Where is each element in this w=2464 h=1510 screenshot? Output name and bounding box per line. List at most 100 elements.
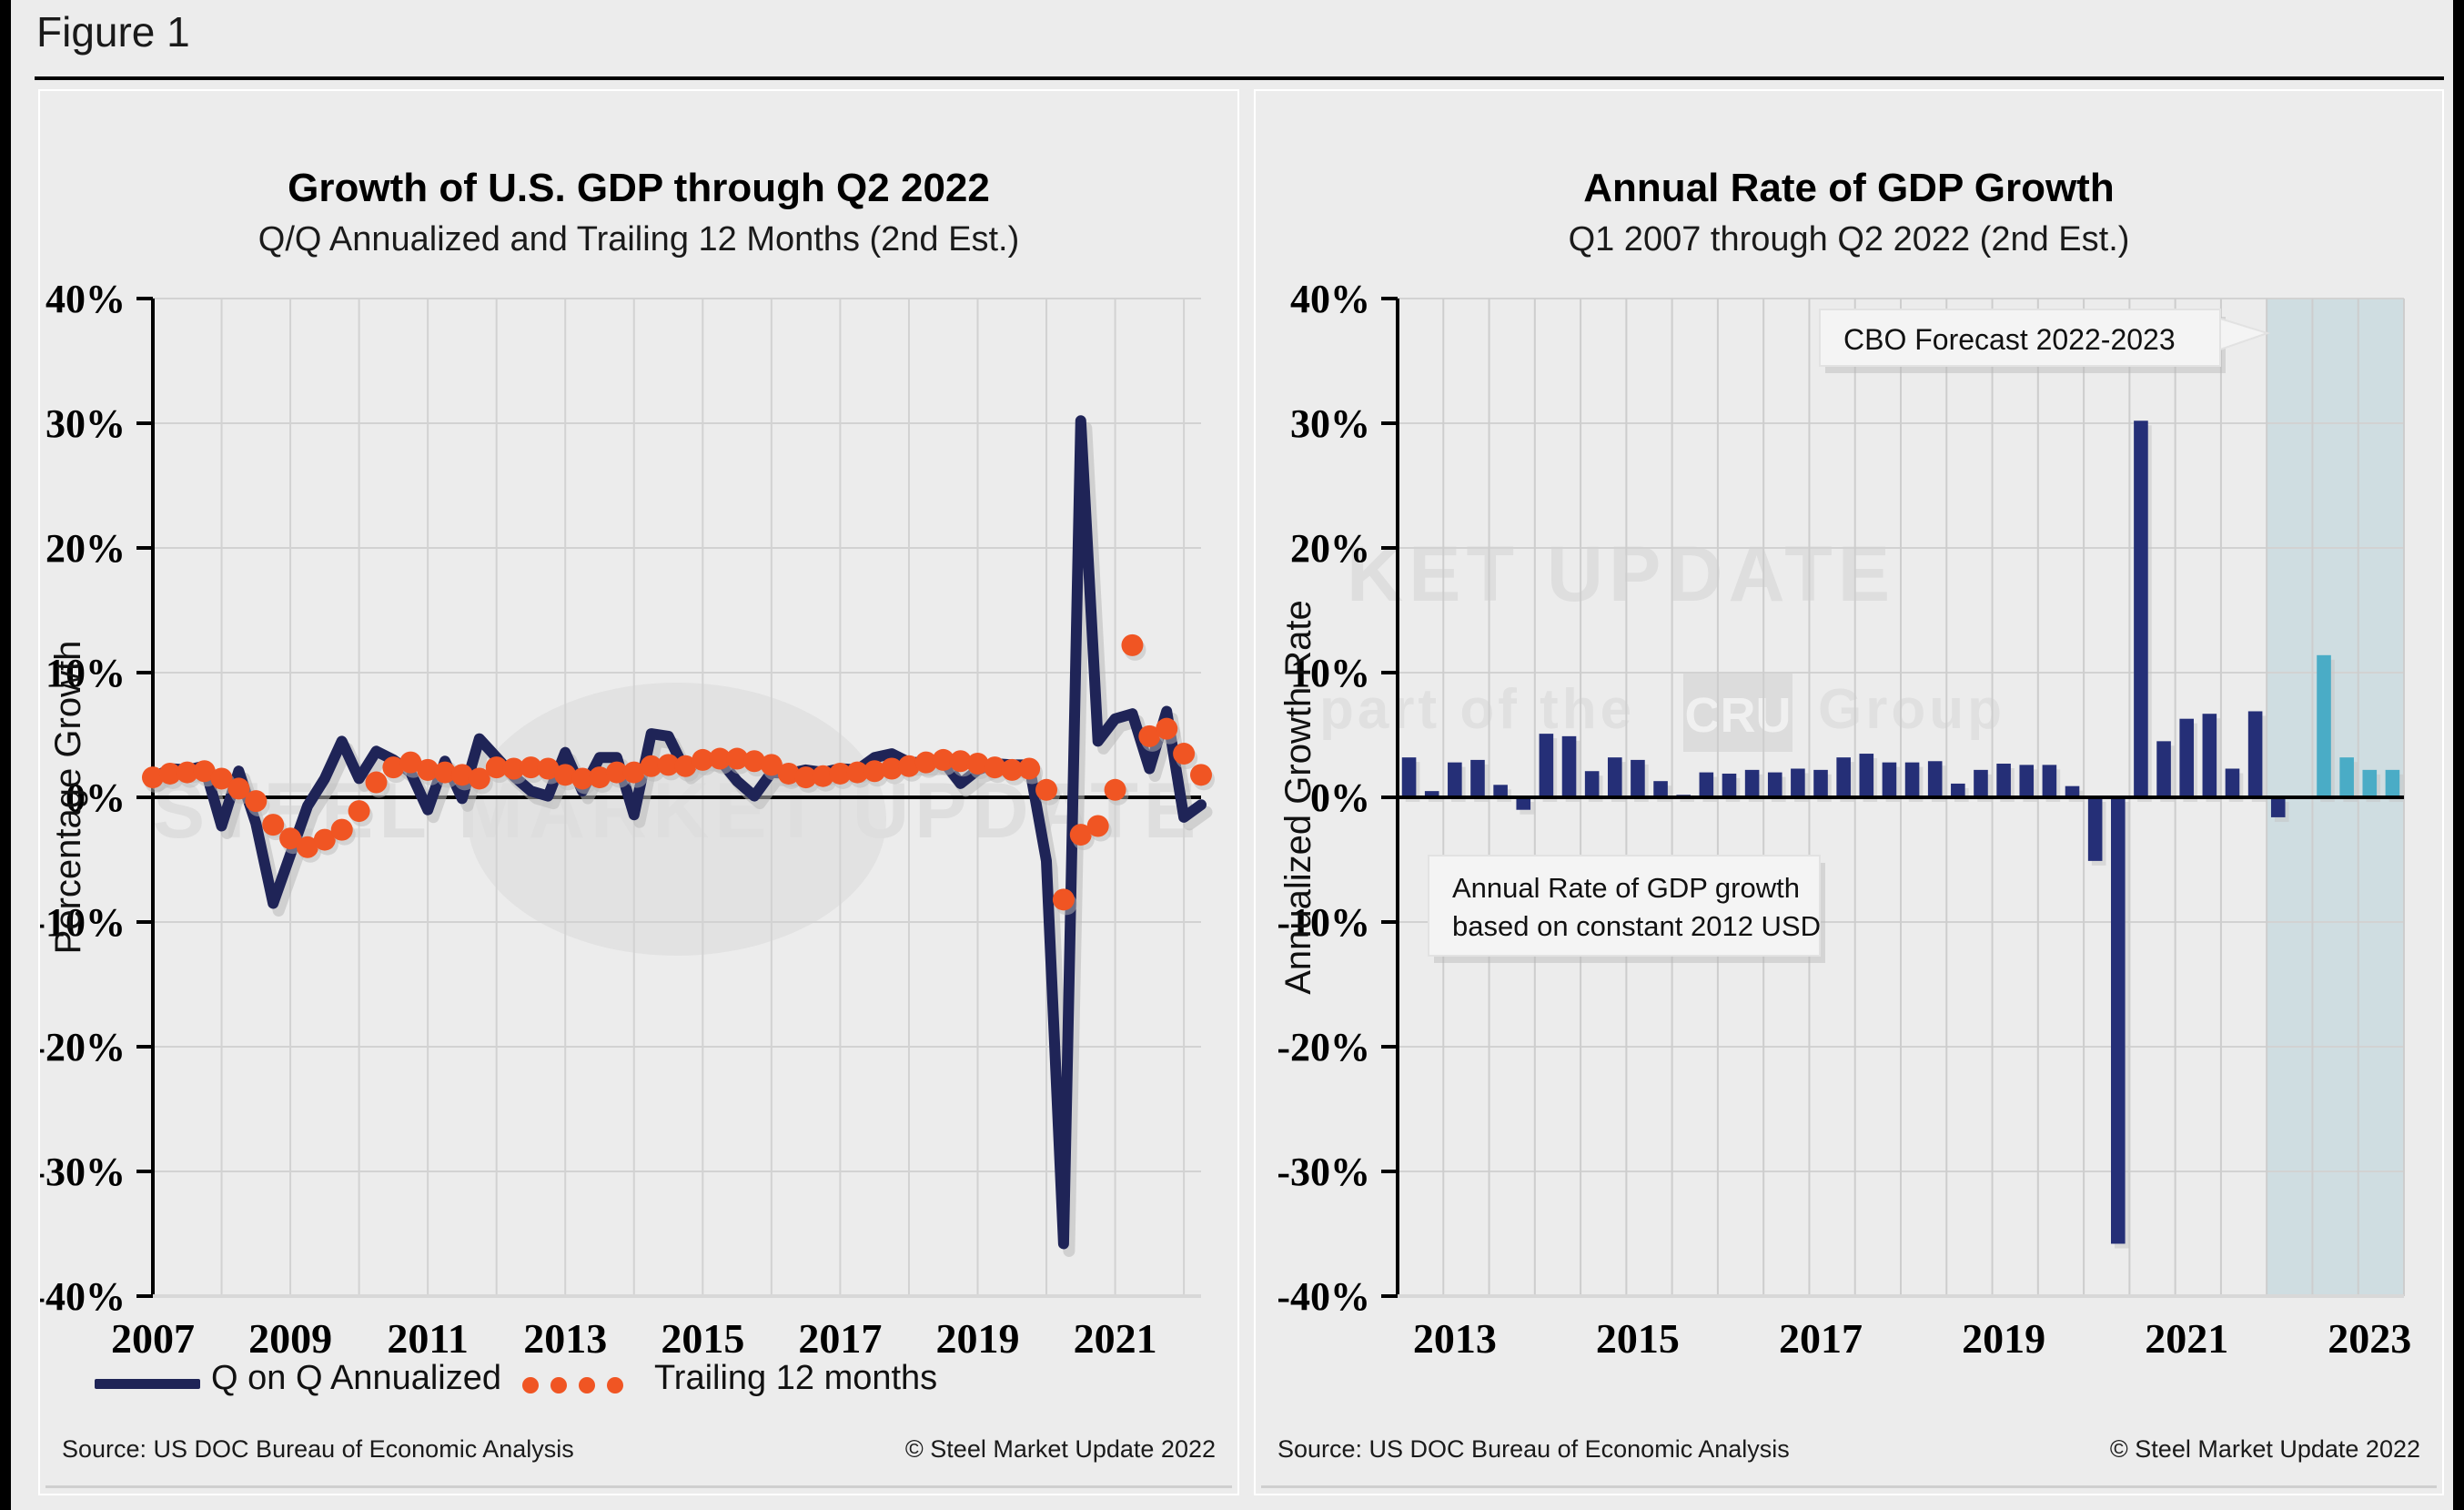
data-point bbox=[640, 755, 662, 777]
data-point bbox=[777, 762, 800, 785]
left-copyright-text: © Steel Market Update 2022 bbox=[904, 1435, 1216, 1463]
bar bbox=[1791, 768, 1805, 797]
callout-cbo-forecast: CBO Forecast 2022-2023 bbox=[1819, 309, 2271, 373]
y-axis-tick-label: 30% bbox=[45, 401, 126, 446]
data-point bbox=[210, 767, 233, 790]
bar bbox=[2270, 797, 2286, 817]
bar bbox=[1767, 772, 1782, 797]
bar bbox=[2042, 765, 2057, 797]
data-point bbox=[881, 757, 904, 780]
x-axis-tick-label: 2023 bbox=[2328, 1315, 2411, 1362]
bar bbox=[1516, 797, 1531, 810]
right-chart-panel: Annual Rate of GDP Growth Q1 2007 throug… bbox=[1254, 89, 2444, 1495]
data-point bbox=[1156, 717, 1178, 740]
data-point bbox=[622, 761, 645, 784]
data-point bbox=[846, 761, 869, 784]
bar bbox=[2317, 654, 2331, 797]
x-axis-tick-label: 2009 bbox=[248, 1315, 332, 1362]
gridlines bbox=[1397, 298, 2405, 1297]
data-point bbox=[897, 755, 920, 777]
y-axis-tick-label: 30% bbox=[1290, 401, 1370, 446]
bar bbox=[2087, 797, 2103, 861]
data-point bbox=[674, 755, 697, 777]
data-point bbox=[692, 748, 714, 771]
bar bbox=[1836, 757, 1851, 797]
bar bbox=[2134, 421, 2148, 797]
figure-container: Figure 1 Growth of U.S. GDP through Q2 2… bbox=[11, 0, 2453, 1510]
figure-label: Figure 1 bbox=[36, 8, 190, 56]
left-chart-footer: Source: US DOC Bureau of Economic Analys… bbox=[62, 1435, 1216, 1472]
left-chart-panel: Growth of U.S. GDP through Q2 2022 Q/Q A… bbox=[38, 89, 1239, 1495]
left-chart-plot: STEEL MARKET UPDATE40%30%20%10%0%-10%-20… bbox=[40, 277, 1215, 1362]
y-axis-tick-label: 40% bbox=[45, 277, 126, 321]
bar bbox=[1951, 783, 1965, 797]
bar bbox=[2247, 711, 2263, 797]
left-source-text: Source: US DOC Bureau of Economic Analys… bbox=[62, 1435, 574, 1463]
bar bbox=[2179, 718, 2194, 797]
data-point bbox=[537, 757, 560, 780]
y-axis-tick-label: -20% bbox=[1277, 1025, 1370, 1069]
bar bbox=[2019, 765, 2035, 797]
x-axis-tick-label: 2011 bbox=[387, 1315, 468, 1362]
right-chart-title: Annual Rate of GDP Growth bbox=[1583, 166, 2115, 210]
x-axis-tick-label: 2017 bbox=[1779, 1315, 1863, 1362]
bar bbox=[1699, 772, 1714, 797]
legend-line-swatch-icon bbox=[95, 1379, 200, 1389]
data-point bbox=[812, 765, 834, 787]
bar bbox=[1744, 769, 1760, 797]
data-point bbox=[227, 777, 250, 800]
data-point bbox=[1086, 815, 1109, 837]
bar bbox=[1813, 769, 1828, 797]
y-axis-tick-label: -40% bbox=[40, 1274, 126, 1319]
bar bbox=[1401, 757, 1417, 797]
svg-text:Group: Group bbox=[1818, 678, 2005, 741]
data-point bbox=[1052, 888, 1075, 911]
data-point bbox=[742, 750, 765, 773]
bar bbox=[1584, 771, 1600, 797]
data-point bbox=[520, 756, 542, 779]
gridlines bbox=[152, 298, 1201, 1297]
bar bbox=[1493, 785, 1508, 797]
data-point bbox=[760, 754, 783, 776]
y-axis-tick-label: -10% bbox=[1277, 900, 1370, 945]
y-axis-tick-label: 20% bbox=[45, 526, 126, 571]
axes: 40% 30% 20% 10% 0% -10% -20% -30% -40% bbox=[40, 277, 1201, 1319]
data-point bbox=[502, 757, 525, 780]
svg-text:part of the: part of the bbox=[1319, 678, 1635, 741]
data-point bbox=[1121, 633, 1144, 656]
data-point bbox=[984, 756, 1006, 779]
y-axis-tick-label: 0% bbox=[66, 775, 126, 820]
y-axis-tick-label: -20% bbox=[40, 1025, 126, 1069]
x-axis-labels: 2013 2015 2017 2019 2021 2023 bbox=[1413, 1315, 2411, 1362]
data-point bbox=[262, 814, 285, 836]
bar bbox=[2202, 714, 2217, 797]
data-point bbox=[1001, 758, 1024, 781]
data-point bbox=[932, 748, 954, 771]
bar bbox=[2156, 741, 2171, 797]
bar bbox=[1448, 762, 1462, 797]
data-point bbox=[1104, 778, 1126, 801]
data-point bbox=[245, 790, 268, 813]
y-axis-tick-label: -30% bbox=[40, 1150, 126, 1194]
data-point bbox=[1018, 757, 1041, 780]
y-axis-tick-label: -40% bbox=[1277, 1274, 1370, 1319]
data-point bbox=[863, 760, 886, 783]
legend-label-trailing: Trailing 12 months bbox=[654, 1359, 938, 1397]
data-point bbox=[176, 761, 198, 784]
x-axis-tick-label: 2019 bbox=[1962, 1315, 2045, 1362]
bar bbox=[1996, 764, 2011, 797]
bar bbox=[1859, 754, 1874, 797]
right-chart-subtitle: Q1 2007 through Q2 2022 (2nd Est.) bbox=[1568, 220, 2130, 258]
data-point bbox=[914, 751, 937, 774]
x-axis-tick-label: 2017 bbox=[798, 1315, 882, 1362]
bar bbox=[2385, 769, 2400, 797]
left-footer-divider bbox=[45, 1485, 1232, 1488]
bar bbox=[2065, 785, 2080, 797]
data-point bbox=[605, 761, 628, 784]
x-axis-tick-label: 2021 bbox=[2145, 1315, 2228, 1362]
bar bbox=[1927, 761, 1943, 797]
bar bbox=[2225, 768, 2240, 797]
bar bbox=[1424, 791, 1439, 797]
data-point bbox=[348, 800, 370, 823]
left-y-axis-title: Percentage Growth bbox=[48, 641, 88, 955]
